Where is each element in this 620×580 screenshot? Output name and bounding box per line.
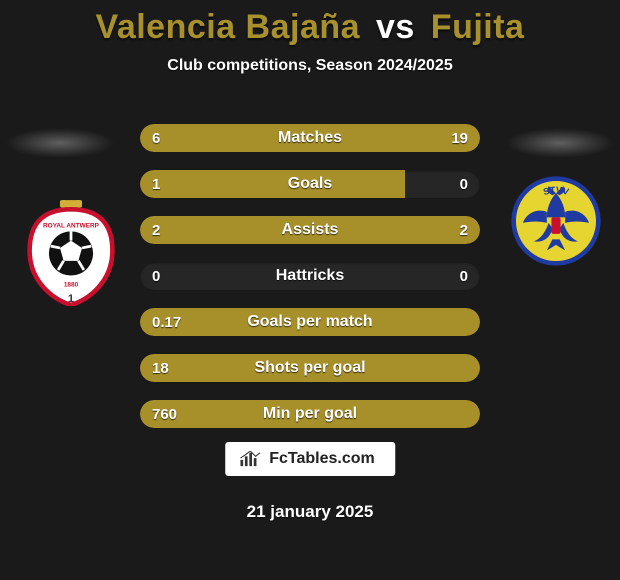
crown-icon xyxy=(60,200,82,207)
page-title: Valencia Bajaña vs Fujita xyxy=(0,0,620,47)
brand-text: FcTables.com xyxy=(269,450,375,467)
bar-fill-left xyxy=(140,308,480,336)
bar-chart-icon xyxy=(239,451,261,467)
stat-value-left: 0 xyxy=(140,262,172,290)
stat-row: 0.17Goals per match xyxy=(140,308,480,336)
bar-fill-right xyxy=(310,216,480,244)
title-player-right: Fujita xyxy=(431,8,525,46)
crest-ribbon-bottom: 1880 xyxy=(64,282,79,289)
crest-shadow-right xyxy=(505,128,615,158)
title-vs: vs xyxy=(376,8,415,46)
stat-row: 0 0Hattricks xyxy=(140,262,480,290)
bar-fill-left xyxy=(140,354,480,382)
crest-shadow-left xyxy=(5,128,115,158)
date-text: 21 january 2025 xyxy=(0,502,620,522)
stat-row: 619Matches xyxy=(140,124,480,152)
stat-label: Hattricks xyxy=(140,262,480,290)
bar-fill-left xyxy=(140,170,405,198)
antwerp-crest-icon: ROYAL ANTWERP 1880 1 xyxy=(25,200,117,306)
bar-fill-right xyxy=(222,124,480,152)
stat-value-right: 0 xyxy=(448,262,480,290)
stat-row: 22Assists xyxy=(140,216,480,244)
bar-fill-left xyxy=(140,124,222,152)
stat-row: 760Min per goal xyxy=(140,400,480,428)
stat-row: 18Shots per goal xyxy=(140,354,480,382)
comparison-bars: 619Matches10Goals22Assists00Hattricks0.1… xyxy=(140,124,480,446)
bar-fill-left xyxy=(140,216,310,244)
brand-badge: FcTables.com xyxy=(225,442,395,476)
stvv-crest-icon: STVV xyxy=(510,175,602,267)
stat-value-right: 0 xyxy=(448,170,480,198)
crest-number: 1 xyxy=(68,293,74,305)
subtitle: Club competitions, Season 2024/2025 xyxy=(0,57,620,75)
bar-fill-left xyxy=(140,400,480,428)
crest-ribbon-top: ROYAL ANTWERP xyxy=(43,223,100,230)
stat-row: 10Goals xyxy=(140,170,480,198)
title-player-left: Valencia Bajaña xyxy=(96,8,361,46)
